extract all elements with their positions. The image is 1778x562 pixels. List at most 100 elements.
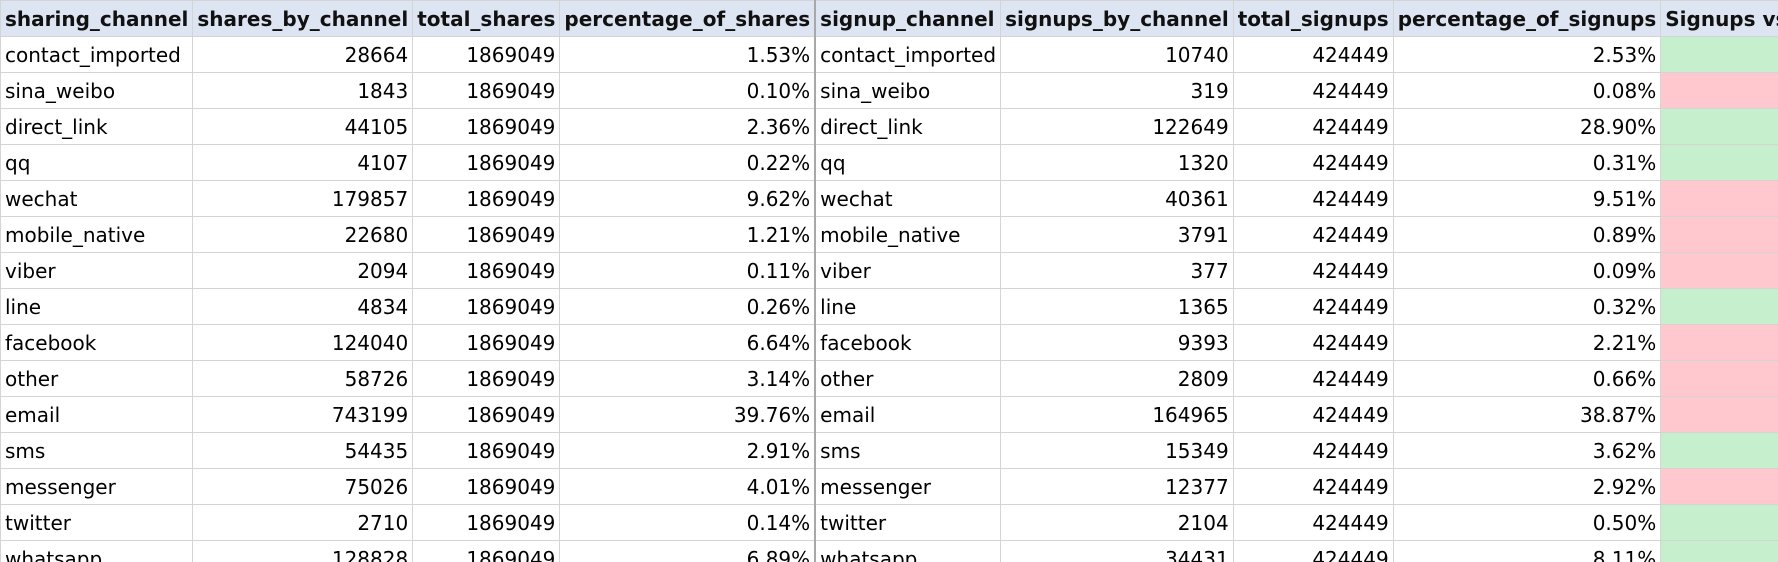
cell-total-shares[interactable]: 1869049 — [412, 72, 561, 109]
cell-sharing-channel[interactable]: email — [0, 396, 194, 433]
cell-signups[interactable]: 2104 — [1000, 504, 1234, 541]
cell-signups[interactable]: 2809 — [1000, 360, 1234, 397]
cell-sharing-channel[interactable]: qq — [0, 144, 194, 181]
cell-sharing-channel[interactable]: line — [0, 288, 194, 325]
cell-sharing-channel[interactable]: sms — [0, 432, 194, 469]
cell-signups[interactable]: 3791 — [1000, 216, 1234, 253]
cell-pct-shares[interactable]: 6.64% — [559, 324, 816, 361]
cell-signup-channel[interactable]: qq — [814, 144, 1002, 181]
column-header[interactable]: signups_by_channel — [1000, 0, 1234, 37]
cell-diff[interactable]: 26.54% — [1660, 108, 1778, 145]
cell-diff[interactable]: 0.09% — [1660, 144, 1778, 181]
cell-shares[interactable]: 4107 — [192, 144, 414, 181]
cell-pct-shares[interactable]: 9.62% — [559, 180, 816, 217]
cell-pct-signups[interactable]: 2.21% — [1392, 324, 1662, 361]
cell-signups[interactable]: 1320 — [1000, 144, 1234, 181]
cell-pct-signups[interactable]: 0.66% — [1392, 360, 1662, 397]
cell-signups[interactable]: 10740 — [1000, 36, 1234, 73]
cell-diff[interactable]: -1.09% — [1660, 468, 1778, 505]
cell-signups[interactable]: 34431 — [1000, 540, 1234, 562]
cell-pct-shares[interactable]: 0.14% — [559, 504, 816, 541]
cell-signups[interactable]: 377 — [1000, 252, 1234, 289]
cell-signup-channel[interactable]: contact_imported — [814, 36, 1002, 73]
cell-pct-signups[interactable]: 38.87% — [1392, 396, 1662, 433]
cell-total-shares[interactable]: 1869049 — [412, 108, 561, 145]
cell-total-signups[interactable]: 424449 — [1232, 288, 1394, 325]
cell-diff[interactable]: -0.02% — [1660, 72, 1778, 109]
column-header[interactable]: shares_by_channel — [192, 0, 414, 37]
cell-pct-shares[interactable]: 0.11% — [559, 252, 816, 289]
cell-sharing-channel[interactable]: whatsapp — [0, 540, 194, 562]
cell-signup-channel[interactable]: email — [814, 396, 1002, 433]
column-header[interactable]: sharing_channel — [0, 0, 194, 37]
cell-total-signups[interactable]: 424449 — [1232, 108, 1394, 145]
cell-total-signups[interactable]: 424449 — [1232, 396, 1394, 433]
cell-signups[interactable]: 319 — [1000, 72, 1234, 109]
cell-shares[interactable]: 124040 — [192, 324, 414, 361]
cell-diff[interactable]: 0.36% — [1660, 504, 1778, 541]
cell-total-shares[interactable]: 1869049 — [412, 180, 561, 217]
cell-signups[interactable]: 40361 — [1000, 180, 1234, 217]
column-header[interactable]: Signups vs Shares — [1660, 0, 1778, 37]
cell-diff[interactable]: -2.48% — [1660, 360, 1778, 397]
cell-signup-channel[interactable]: mobile_native — [814, 216, 1002, 253]
cell-pct-signups[interactable]: 28.90% — [1392, 108, 1662, 145]
cell-signup-channel[interactable]: other — [814, 360, 1002, 397]
cell-diff[interactable]: -0.11% — [1660, 180, 1778, 217]
cell-total-signups[interactable]: 424449 — [1232, 504, 1394, 541]
cell-pct-signups[interactable]: 2.92% — [1392, 468, 1662, 505]
cell-total-signups[interactable]: 424449 — [1232, 72, 1394, 109]
cell-pct-shares[interactable]: 6.89% — [559, 540, 816, 562]
column-header[interactable]: total_shares — [412, 0, 561, 37]
cell-total-shares[interactable]: 1869049 — [412, 144, 561, 181]
cell-total-shares[interactable]: 1869049 — [412, 432, 561, 469]
cell-diff[interactable]: -0.89% — [1660, 396, 1778, 433]
cell-shares[interactable]: 4834 — [192, 288, 414, 325]
cell-pct-shares[interactable]: 2.91% — [559, 432, 816, 469]
cell-signup-channel[interactable]: sms — [814, 432, 1002, 469]
cell-sharing-channel[interactable]: other — [0, 360, 194, 397]
cell-pct-shares[interactable]: 0.10% — [559, 72, 816, 109]
cell-total-signups[interactable]: 424449 — [1232, 468, 1394, 505]
cell-total-signups[interactable]: 424449 — [1232, 252, 1394, 289]
cell-signup-channel[interactable]: messenger — [814, 468, 1002, 505]
cell-shares[interactable]: 54435 — [192, 432, 414, 469]
cell-pct-shares[interactable]: 2.36% — [559, 108, 816, 145]
cell-total-signups[interactable]: 424449 — [1232, 540, 1394, 562]
cell-pct-signups[interactable]: 0.32% — [1392, 288, 1662, 325]
cell-total-signups[interactable]: 424449 — [1232, 36, 1394, 73]
cell-pct-signups[interactable]: 0.31% — [1392, 144, 1662, 181]
cell-shares[interactable]: 28664 — [192, 36, 414, 73]
cell-total-signups[interactable]: 424449 — [1232, 180, 1394, 217]
cell-diff[interactable]: 0.71% — [1660, 432, 1778, 469]
cell-total-shares[interactable]: 1869049 — [412, 468, 561, 505]
cell-signup-channel[interactable]: sina_weibo — [814, 72, 1002, 109]
cell-pct-signups[interactable]: 0.08% — [1392, 72, 1662, 109]
cell-signups[interactable]: 15349 — [1000, 432, 1234, 469]
cell-pct-signups[interactable]: 0.50% — [1392, 504, 1662, 541]
cell-total-shares[interactable]: 1869049 — [412, 540, 561, 562]
cell-signups[interactable]: 1365 — [1000, 288, 1234, 325]
cell-signups[interactable]: 122649 — [1000, 108, 1234, 145]
cell-total-shares[interactable]: 1869049 — [412, 252, 561, 289]
cell-sharing-channel[interactable]: messenger — [0, 468, 194, 505]
cell-signup-channel[interactable]: wechat — [814, 180, 1002, 217]
column-header[interactable]: percentage_of_signups — [1392, 0, 1662, 37]
cell-pct-signups[interactable]: 0.09% — [1392, 252, 1662, 289]
cell-sharing-channel[interactable]: viber — [0, 252, 194, 289]
cell-total-signups[interactable]: 424449 — [1232, 144, 1394, 181]
cell-signup-channel[interactable]: twitter — [814, 504, 1002, 541]
cell-pct-signups[interactable]: 3.62% — [1392, 432, 1662, 469]
cell-total-shares[interactable]: 1869049 — [412, 288, 561, 325]
cell-sharing-channel[interactable]: twitter — [0, 504, 194, 541]
column-header[interactable]: percentage_of_shares — [559, 0, 816, 37]
cell-diff[interactable]: 0.06% — [1660, 288, 1778, 325]
cell-shares[interactable]: 1843 — [192, 72, 414, 109]
cell-signups[interactable]: 12377 — [1000, 468, 1234, 505]
cell-sharing-channel[interactable]: sina_weibo — [0, 72, 194, 109]
cell-shares[interactable]: 2710 — [192, 504, 414, 541]
cell-sharing-channel[interactable]: facebook — [0, 324, 194, 361]
cell-pct-shares[interactable]: 0.26% — [559, 288, 816, 325]
cell-shares[interactable]: 743199 — [192, 396, 414, 433]
cell-signups[interactable]: 164965 — [1000, 396, 1234, 433]
